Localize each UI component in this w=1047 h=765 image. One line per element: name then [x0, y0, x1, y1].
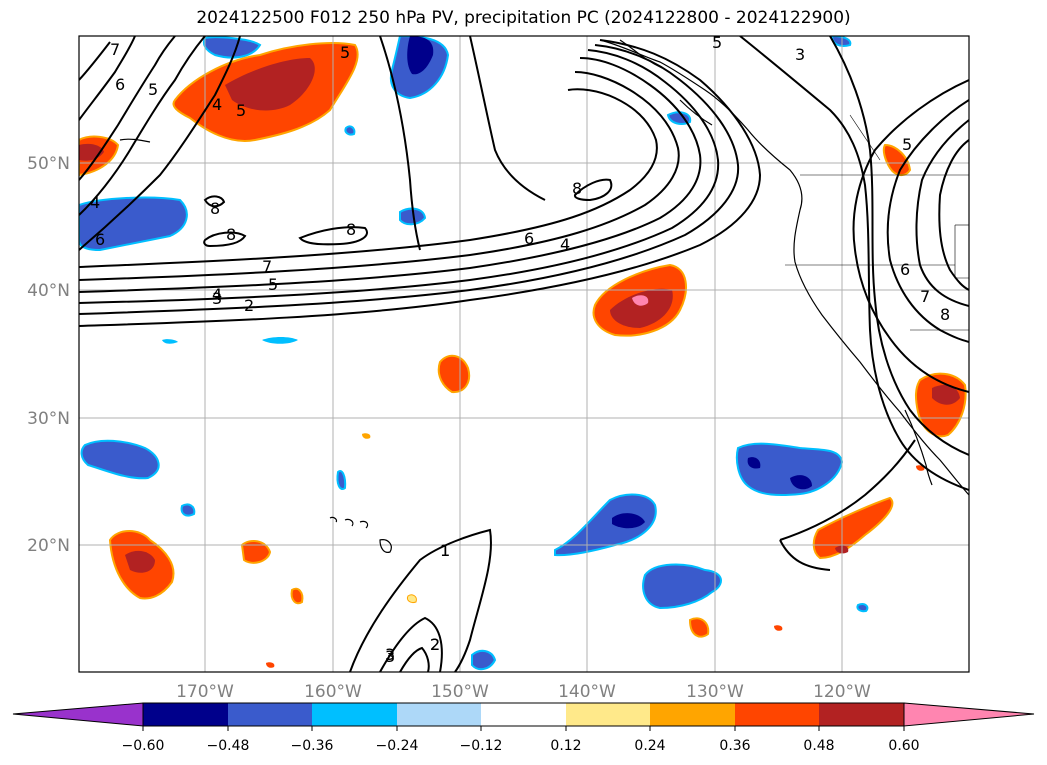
colorbar-tick-label: −0.60	[122, 738, 165, 754]
lon-label: 170°W	[176, 682, 234, 702]
lon-label: 130°W	[686, 682, 744, 702]
colorbar-tick-label: 0.12	[550, 738, 581, 754]
lat-label: 20°N	[27, 536, 70, 556]
map-title: 2024122500 F012 250 hPa PV, precipitatio…	[196, 8, 851, 28]
contour-label: 5	[340, 43, 350, 62]
contour-label: 7	[920, 287, 930, 306]
lon-label: 120°W	[813, 682, 871, 702]
contour-label: 5	[236, 101, 246, 120]
contour-label: 4	[560, 235, 570, 254]
lon-label: 140°W	[558, 682, 616, 702]
lat-label: 50°N	[27, 154, 70, 174]
contour-label: 6	[524, 229, 534, 248]
contour-label: 6	[95, 230, 105, 249]
contour-label: 8	[940, 305, 950, 324]
contour-label: 6	[900, 260, 910, 279]
colorbar-tick-label: −0.36	[291, 738, 334, 754]
contour-label: 8	[572, 179, 582, 198]
colorbar-extend-max	[903, 702, 1035, 727]
colorbar-outline	[142, 702, 905, 727]
colorbar-tick-label: 0.24	[634, 738, 665, 754]
contour-label: 2	[430, 635, 440, 654]
colorbar-bin	[650, 703, 735, 726]
map-panel	[79, 36, 969, 672]
contour-label: 4	[90, 193, 100, 212]
colorbar-ticks	[142, 726, 905, 731]
contour-label: 7	[110, 40, 120, 59]
pv-contour-labels: 7 6 5 4 5 3 2 1 2 3 4 5 6 7 8 8 8 8 6 4 …	[90, 33, 950, 666]
colorbar-bin	[397, 703, 481, 726]
contour-label: 4	[212, 95, 222, 114]
contour-label: 3	[212, 289, 222, 308]
colorbar-extend-min	[12, 702, 144, 727]
graticule	[79, 36, 969, 672]
contour-label: 8	[210, 199, 220, 218]
longitude-labels: 170°W 160°W 150°W 140°W 130°W 120°W	[176, 682, 871, 702]
lon-label: 160°W	[304, 682, 362, 702]
colorbar-tick-label: −0.12	[460, 738, 503, 754]
colorbar-tick-label: 0.60	[888, 738, 919, 754]
contour-label: 5	[712, 33, 722, 52]
contour-label: 3	[385, 647, 395, 666]
map-frame	[78, 35, 970, 673]
colorbar-bin	[143, 703, 228, 726]
contour-label: 7	[262, 257, 272, 276]
contour-label: 3	[795, 45, 805, 64]
colorbar-bin	[312, 703, 397, 726]
contour-label: 5	[148, 80, 158, 99]
contour-label: 5	[902, 135, 912, 154]
colorbar-tick-label: −0.48	[207, 738, 250, 754]
contour-label: 1	[440, 541, 450, 560]
contour-label: 6	[115, 75, 125, 94]
contour-label: 3	[385, 645, 395, 664]
contour-label: 2	[244, 296, 254, 315]
contour-label: 1	[440, 541, 450, 560]
lat-label: 40°N	[27, 281, 70, 301]
colorbar-bin	[819, 703, 904, 726]
colorbar-tick-label: −0.24	[376, 738, 419, 754]
contour-label: 4	[212, 285, 222, 304]
colorbar: −0.60 −0.48 −0.36 −0.24 −0.12 0.12 0.24 …	[12, 702, 1035, 754]
lat-label: 30°N	[27, 409, 70, 429]
contour-label: 8	[346, 220, 356, 239]
colorbar-bin	[735, 703, 819, 726]
colorbar-bin	[481, 703, 566, 726]
contour-label: 8	[226, 225, 236, 244]
colorbar-bin	[228, 703, 312, 726]
colorbar-bin	[566, 703, 650, 726]
colorbar-tick-label: 0.48	[803, 738, 834, 754]
contour-label: 2	[430, 635, 440, 654]
lon-label: 150°W	[431, 682, 489, 702]
latitude-labels: 50°N 40°N 30°N 20°N	[27, 154, 70, 556]
colorbar-tick-label: 0.36	[719, 738, 750, 754]
contour-label: 5	[268, 275, 278, 294]
pv-contours	[79, 36, 969, 672]
